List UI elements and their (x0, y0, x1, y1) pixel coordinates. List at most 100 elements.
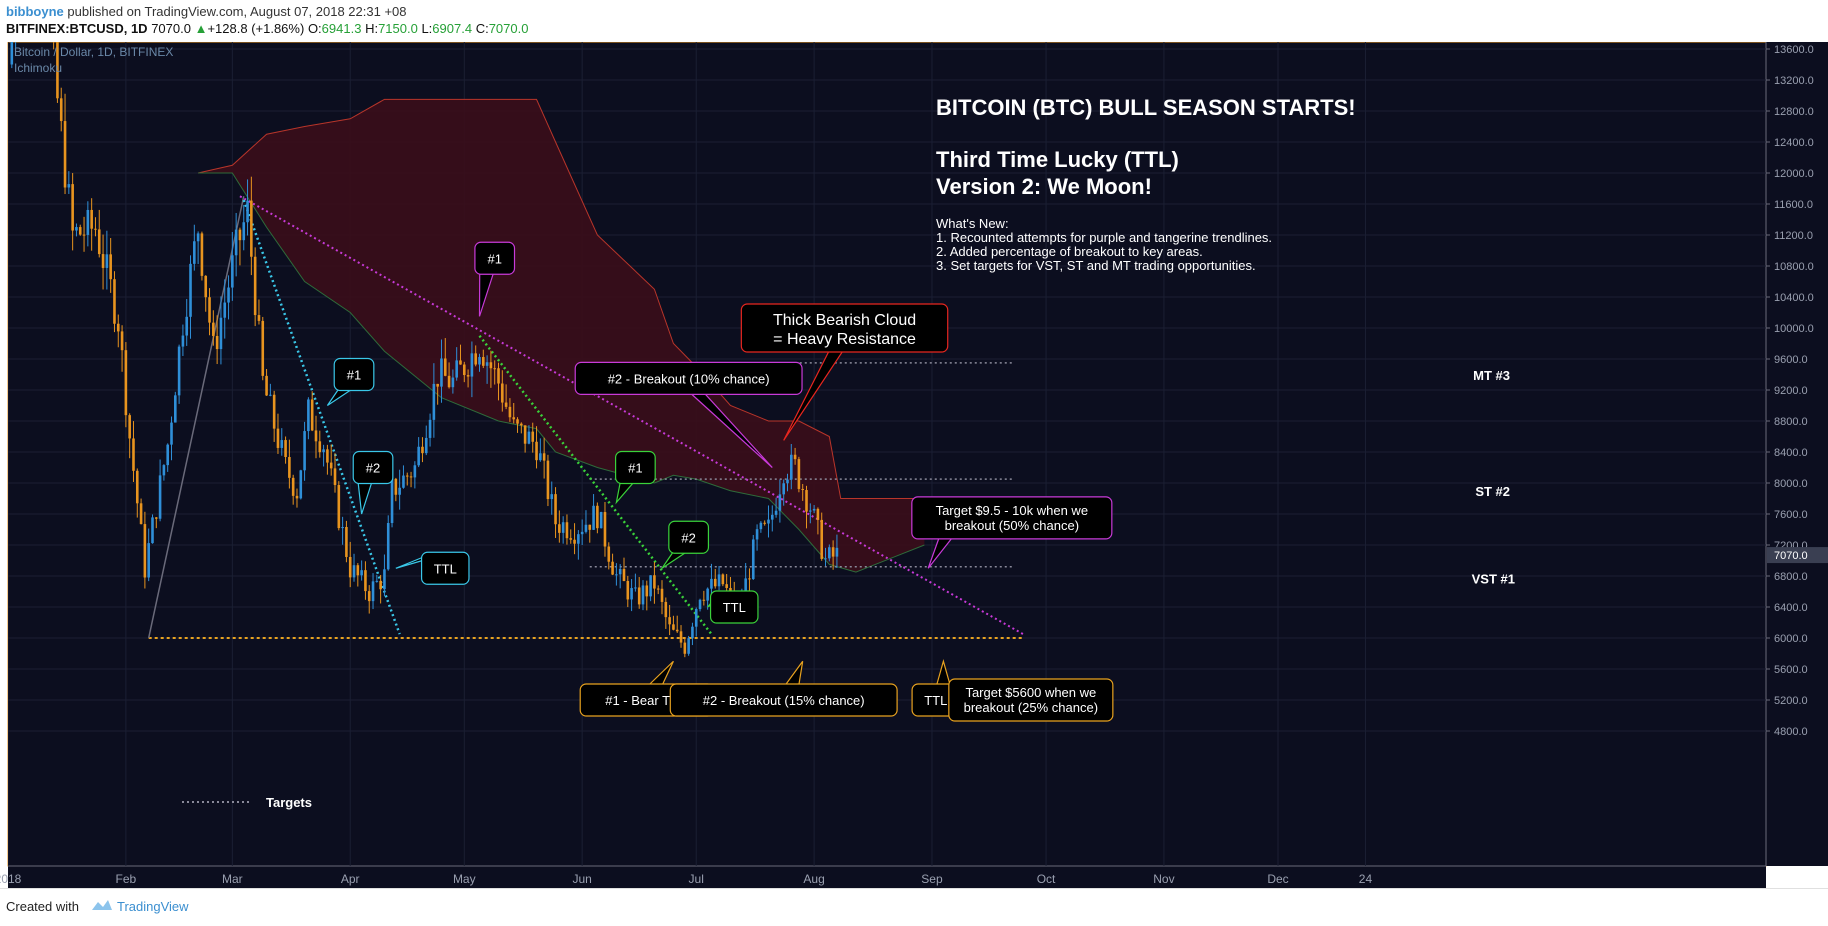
candle-body (204, 275, 208, 298)
candle-body (782, 483, 785, 495)
tradingview-link[interactable]: TradingView (117, 899, 189, 914)
candle-body (504, 402, 508, 407)
price-chart[interactable]: MT #3 ST #2 VST #1 #1 #1 #2 TTL #1 #2 TTL #2 - Bre… (0, 42, 1828, 888)
level-label: ST #2 (1475, 484, 1510, 499)
candle-body (124, 350, 128, 416)
x-tick-label: Mar (222, 872, 243, 886)
target-note-line: Target $5600 when we (965, 685, 1096, 700)
candle-body (398, 487, 401, 495)
candle-body (558, 524, 561, 533)
candle-body (820, 519, 824, 559)
candle-body (360, 570, 363, 576)
note-2: 2. Added percentage of breakout to key a… (936, 244, 1203, 259)
tradingview-logo-icon[interactable] (90, 897, 114, 913)
candle-body (177, 346, 181, 396)
candle-body (809, 510, 812, 512)
level-label: VST #1 (1472, 572, 1515, 587)
note-1: 1. Recounted attempts for purple and tan… (936, 230, 1272, 245)
candle-body (721, 574, 725, 585)
candle-body (386, 523, 390, 570)
low-label: L: (421, 21, 433, 36)
x-tick-label: May (453, 872, 476, 886)
candle-body (759, 522, 763, 530)
candle-body (105, 254, 109, 268)
callout-box (420, 551, 470, 585)
y-tick-label: 9600.0 (1774, 354, 1808, 366)
candle-body (253, 256, 257, 316)
candle-body (447, 375, 451, 388)
candle-body (269, 394, 272, 396)
candle-body (63, 121, 67, 188)
trendlines[interactable] (147, 195, 1024, 639)
y-tick-label: 8000.0 (1774, 478, 1808, 490)
candle-body (592, 505, 595, 530)
candle-body (683, 642, 687, 654)
candle-body (193, 241, 196, 264)
candle-body (371, 581, 375, 602)
callout-text: #1 (347, 368, 361, 383)
x-tick-label: Nov (1153, 872, 1174, 886)
candle-body (170, 422, 173, 445)
candle-body (474, 353, 477, 365)
price-axis[interactable] (1766, 42, 1828, 866)
candle-body (478, 357, 481, 365)
cyan-trendline (242, 199, 401, 635)
candle-body (801, 488, 805, 491)
callout: #2 - Breakout (15% chance) (669, 660, 898, 717)
target-note-line: Target $9.5 - 10k when we (936, 503, 1088, 518)
low-value: 6907.4 (432, 21, 473, 36)
high-value: 7150.0 (378, 21, 418, 36)
candle-body (337, 485, 341, 529)
candle-body (345, 526, 348, 557)
candle-body (641, 585, 645, 605)
indicator-label[interactable]: Ichimoku (14, 61, 62, 75)
candle-body (786, 479, 789, 484)
candle-body (135, 470, 139, 504)
candle-body (489, 362, 493, 369)
target-note-line: breakout (50% chance) (945, 518, 1079, 533)
candle-body (59, 98, 63, 122)
candle-body (459, 360, 462, 365)
candle-body (288, 457, 291, 478)
time-axis[interactable] (8, 866, 1766, 888)
symbol-label: Bitcoin / Dollar, 1D, BITFINEX (14, 45, 173, 59)
candle-body (394, 478, 398, 495)
candle-body (261, 320, 265, 376)
candle-body (364, 570, 367, 592)
target-levels (148, 362, 1024, 639)
candle-body (751, 539, 755, 580)
candle-body (698, 599, 702, 610)
candle-body (250, 200, 253, 257)
callout: TTL (911, 659, 961, 717)
candle-body (744, 578, 747, 602)
candle-body (246, 200, 249, 223)
candle-body (139, 503, 143, 525)
callout: #1 (474, 241, 516, 317)
last-price: 7070.0 (151, 21, 191, 36)
candle-body (828, 547, 831, 559)
grey-trendline (147, 196, 245, 639)
close-value: 7070.0 (488, 21, 529, 36)
candle-body (189, 263, 192, 317)
candle-body (272, 394, 276, 429)
candle-body (660, 588, 664, 602)
candle-body (265, 375, 268, 396)
callout-box (474, 241, 516, 275)
candle-body (573, 539, 576, 544)
candle-body (291, 477, 295, 496)
callout-box (669, 683, 898, 717)
candle-body (481, 357, 485, 366)
callout-text: = Heavy Resistance (773, 331, 916, 348)
candle-body (234, 229, 238, 256)
y-tick-label: 11200.0 (1774, 230, 1813, 242)
candle-body (174, 395, 177, 423)
y-tick-label: 10000.0 (1774, 323, 1814, 335)
callout-box (709, 590, 759, 624)
target-note-box (911, 496, 1113, 540)
cloud-area (198, 99, 925, 573)
candle-body (831, 547, 835, 557)
author-link[interactable]: bibboyne (6, 4, 64, 19)
candle-body (151, 517, 154, 544)
callout: #1 (326, 357, 375, 406)
legend-label: Targets (266, 795, 312, 810)
